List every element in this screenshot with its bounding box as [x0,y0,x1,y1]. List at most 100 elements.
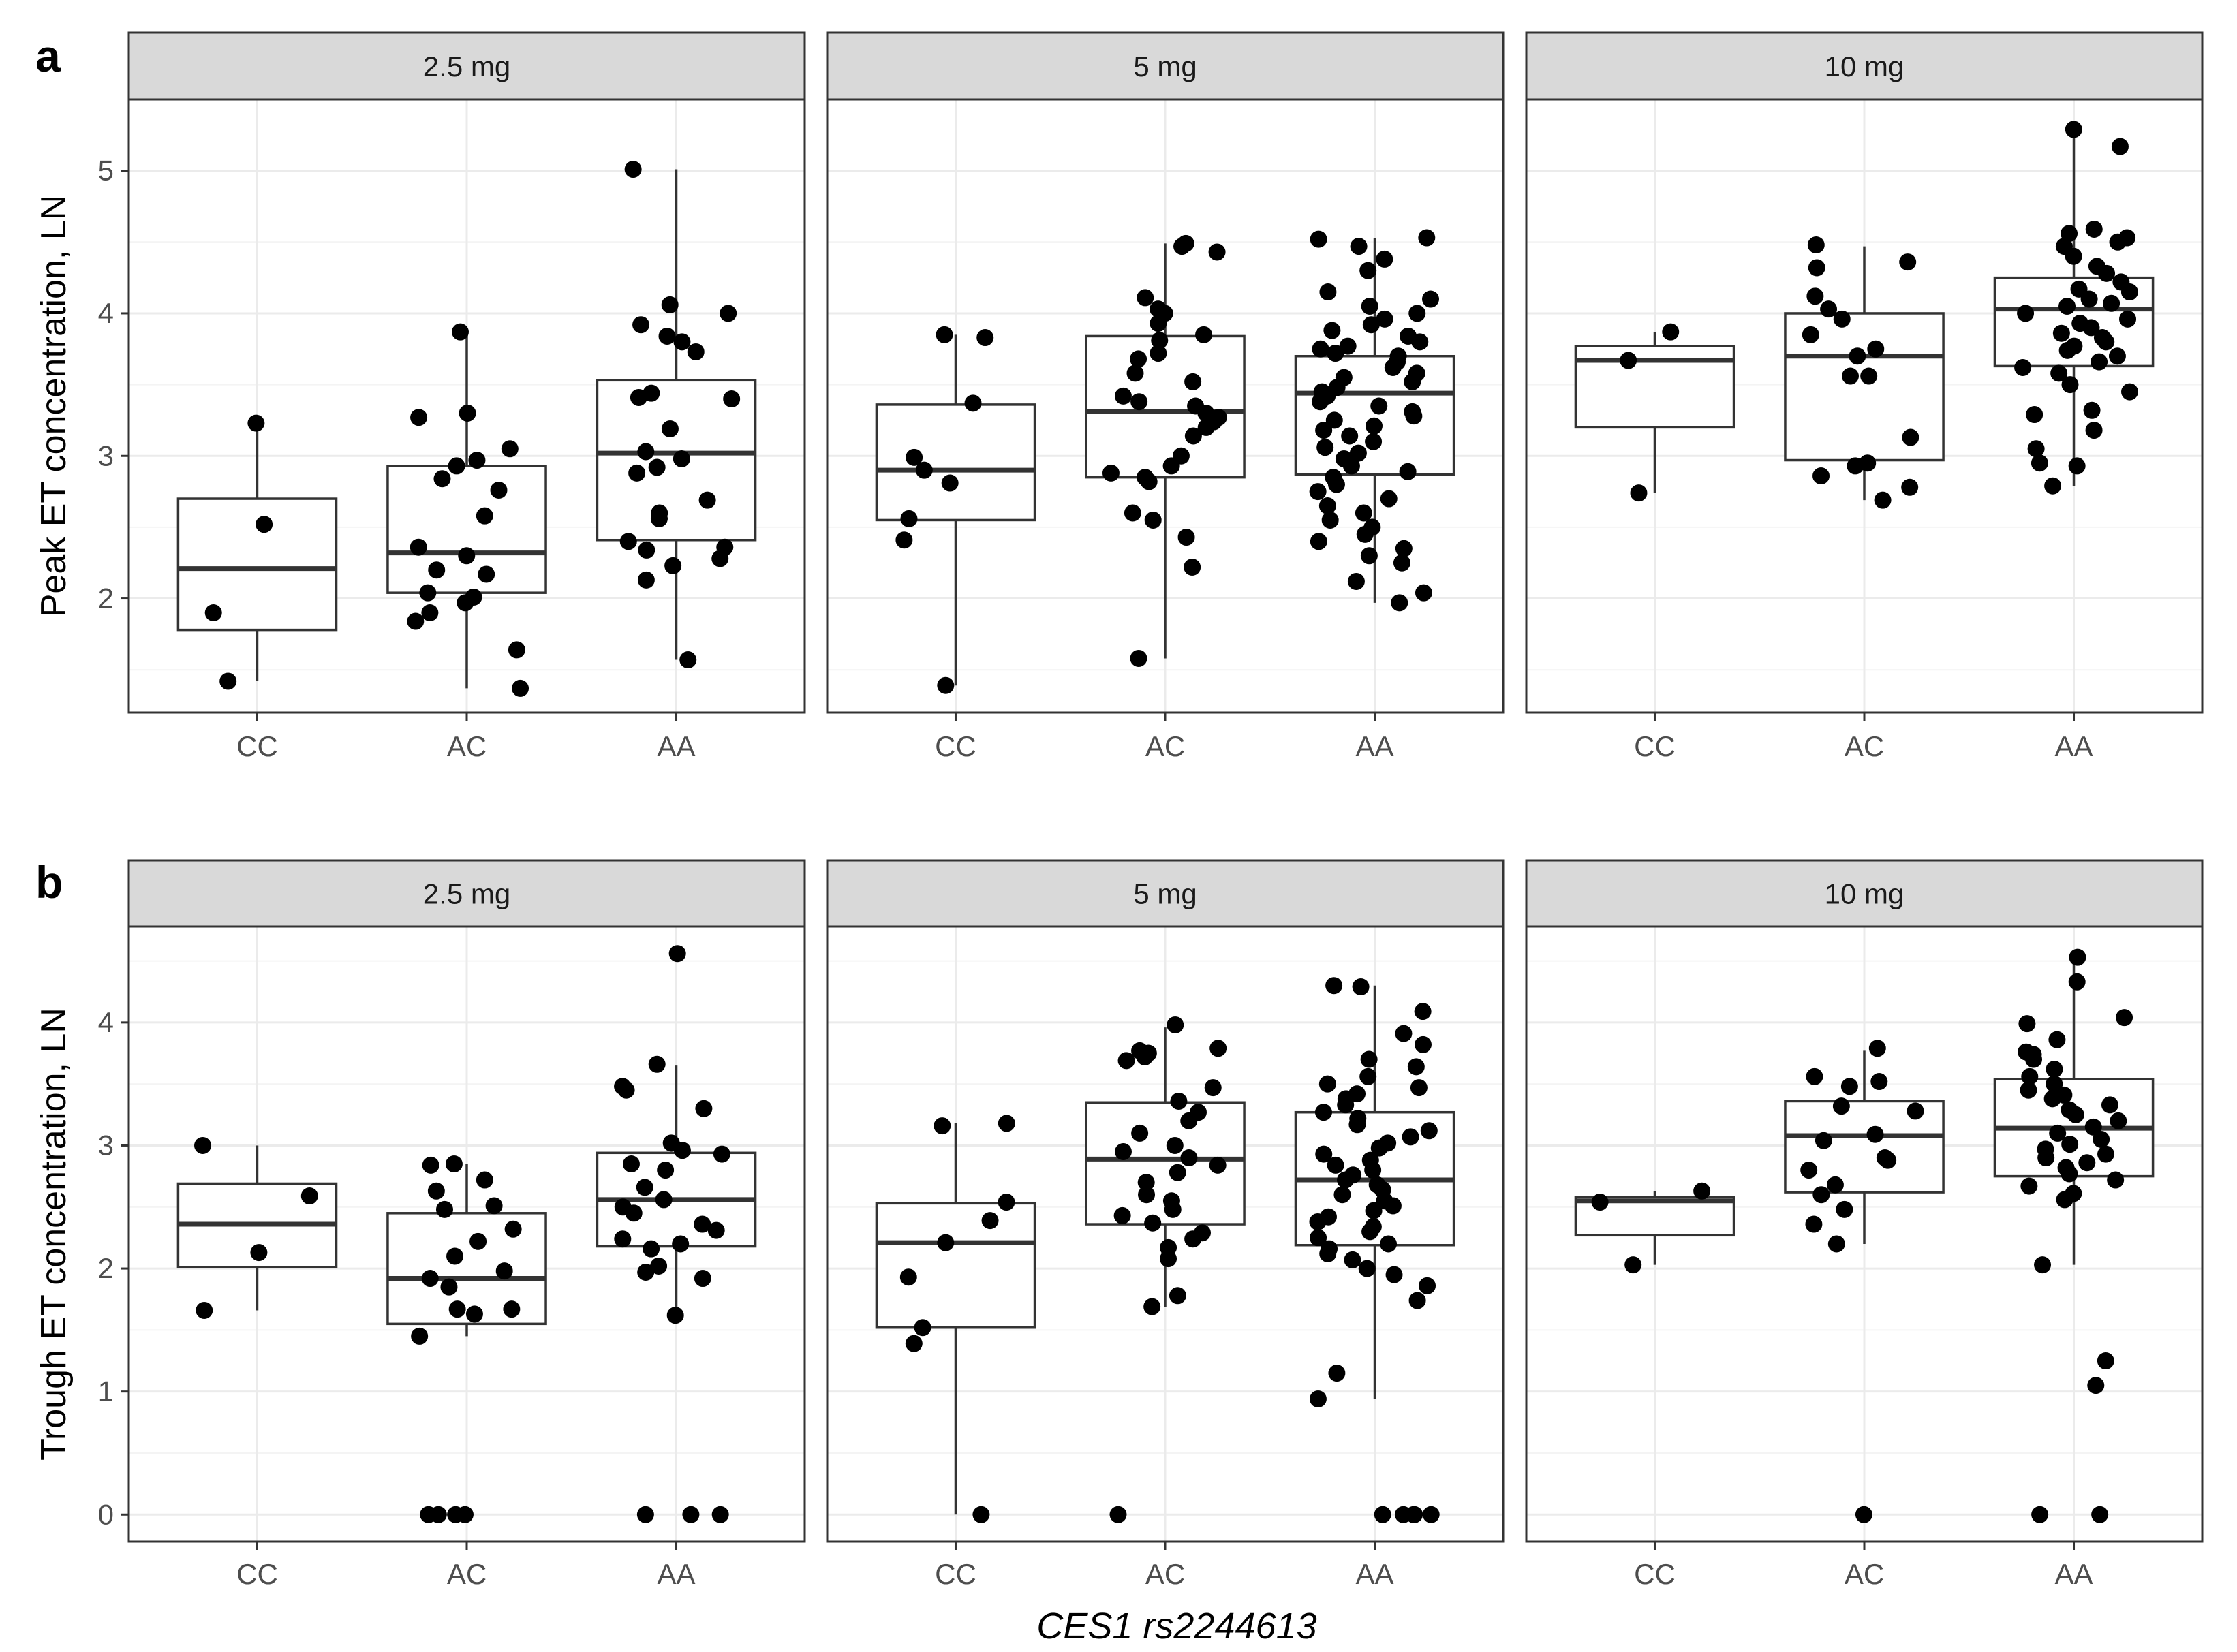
y-tick-label: 2 [98,1252,114,1284]
data-point [1420,1122,1438,1140]
facet-2.5-mg: 2.5 mg CC AC AA [127,859,806,1590]
data-point [981,1212,999,1230]
data-point [1337,1171,1355,1189]
data-point [632,316,650,334]
facet-strip-label: 2.5 mg [423,50,510,82]
data-point [1337,1096,1355,1114]
data-point [941,474,959,492]
y-tick-label: 0 [98,1498,114,1530]
data-point [440,1278,458,1296]
data-point [2087,1377,2105,1394]
data-point [638,541,655,559]
data-point [682,1506,700,1523]
data-point [428,561,446,579]
data-point [648,458,666,476]
data-point [2058,297,2076,315]
data-point [1347,572,1365,590]
data-point [435,1200,453,1218]
data-point [711,550,729,567]
data-point [650,510,668,527]
data-point [906,448,923,466]
data-point [1620,352,1637,369]
data-point [485,1197,503,1215]
data-point [1150,345,1167,362]
data-point [614,1230,632,1248]
x-tick-label: AA [658,1558,696,1590]
data-point [720,305,737,322]
data-point [1866,1125,1884,1143]
data-point [1166,1136,1184,1154]
data-point [1808,259,1825,277]
data-point [422,1156,439,1174]
data-point [427,1182,445,1200]
data-point [1874,491,1892,509]
x-tick-label: CC [236,730,278,762]
data-point [194,1136,212,1154]
data-point [2044,477,2062,495]
x-axis-label: CES1 rs2244613 [1036,1606,1316,1647]
x-tick-label: CC [1634,730,1676,762]
data-point [698,491,716,509]
data-point [648,1055,666,1073]
facet-strip-label: 10 mg [1825,878,1904,910]
group-AC [1085,234,1246,667]
data-point [1151,332,1169,349]
data-point [915,461,933,479]
data-point [2050,364,2068,382]
group-AC [1784,236,1945,509]
data-point [934,1117,951,1135]
chart-a: a Peak ET concentration, LN 2 3 4 5 2.5 mg CC AC… [34,31,2204,762]
data-point [1164,1200,1182,1218]
data-point [2084,1118,2102,1136]
y-tick-label: 2 [98,582,114,614]
data-point [1806,287,1824,305]
data-point [1136,1048,1154,1065]
data-point [1365,433,1383,450]
data-point [1662,323,1680,341]
data-point [1327,345,1344,362]
data-point [1130,350,1147,368]
data-point [2078,1154,2096,1172]
facet-strip [127,859,806,928]
data-point [666,1307,684,1324]
data-point [2109,233,2127,251]
data-point [936,326,953,343]
group-AC [1784,1040,1945,1523]
data-point [1184,559,1201,576]
data-point [1867,340,1885,358]
data-point [1309,1213,1327,1230]
data-point [256,516,273,533]
data-point [1833,310,1851,328]
data-point [1832,1097,1850,1115]
data-point [1408,305,1426,322]
data-point [1143,1298,1161,1315]
facet-10-mg: 10 mg CC AC AA [1525,859,2204,1590]
data-point [452,323,469,341]
data-point [628,464,646,482]
facet-strip-label: 10 mg [1825,50,1904,82]
group-AC [1085,1016,1246,1523]
data-point [2052,324,2070,342]
data-point [1309,1390,1327,1408]
group-AA [596,945,757,1523]
data-point [1405,407,1423,425]
data-point [1327,476,1345,493]
data-point [1137,289,1154,307]
x-tick-label: AC [447,1558,487,1590]
x-tick-label: AC [1145,730,1185,762]
data-point [1167,1016,1184,1033]
data-point [1360,547,1378,565]
data-point [2116,1009,2133,1027]
data-point [1341,427,1359,445]
data-point [1150,315,1167,332]
data-point [673,333,691,351]
x-tick-label: AA [658,730,696,762]
data-point [1812,467,1830,485]
y-tick-label: 3 [98,439,114,471]
data-point [1384,1197,1402,1215]
data-point [1131,1124,1149,1142]
box-iqr [875,403,1036,522]
data-point [1323,322,1341,339]
data-point [1410,1079,1428,1097]
data-point [1370,1139,1388,1157]
